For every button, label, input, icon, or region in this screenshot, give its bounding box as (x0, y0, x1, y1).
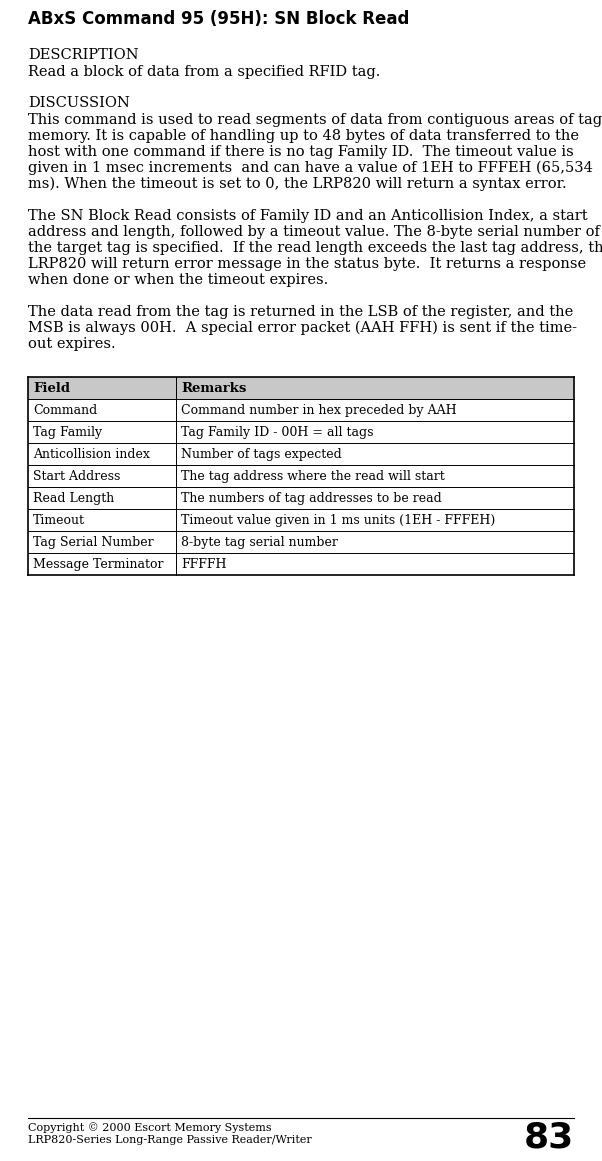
Text: LRP820 will return error message in the status byte.  It returns a response: LRP820 will return error message in the … (28, 257, 586, 271)
Text: 8-byte tag serial number: 8-byte tag serial number (181, 536, 338, 549)
Text: The numbers of tag addresses to be read: The numbers of tag addresses to be read (181, 492, 442, 505)
Text: The data read from the tag is returned in the LSB of the register, and the: The data read from the tag is returned i… (28, 305, 573, 319)
Text: Read Length: Read Length (33, 492, 114, 505)
Text: ms). When the timeout is set to 0, the LRP820 will return a syntax error.: ms). When the timeout is set to 0, the L… (28, 176, 566, 192)
Text: This command is used to read segments of data from contiguous areas of tag: This command is used to read segments of… (28, 113, 602, 127)
Text: Command: Command (33, 404, 98, 417)
Text: Tag Serial Number: Tag Serial Number (33, 536, 154, 549)
Bar (28, 377, 574, 399)
Text: ABxS Command 95 (95H): SN Block Read: ABxS Command 95 (95H): SN Block Read (28, 10, 409, 28)
Text: Start Address: Start Address (33, 470, 120, 483)
Text: Timeout value given in 1 ms units (1EH - FFFEH): Timeout value given in 1 ms units (1EH -… (181, 514, 495, 527)
Text: Command number in hex preceded by AAH: Command number in hex preceded by AAH (181, 404, 457, 417)
Text: Tag Family: Tag Family (33, 426, 102, 439)
Text: Copyright © 2000 Escort Memory Systems: Copyright © 2000 Escort Memory Systems (28, 1122, 272, 1133)
Text: The SN Block Read consists of Family ID and an Anticollision Index, a start: The SN Block Read consists of Family ID … (28, 209, 588, 223)
Text: DESCRIPTION: DESCRIPTION (28, 48, 138, 62)
Text: Read a block of data from a specified RFID tag.: Read a block of data from a specified RF… (28, 65, 380, 79)
Text: Timeout: Timeout (33, 514, 85, 527)
Text: Remarks: Remarks (181, 382, 246, 395)
Text: the target tag is specified.  If the read length exceeds the last tag address, t: the target tag is specified. If the read… (28, 241, 602, 255)
Text: Anticollision index: Anticollision index (33, 448, 150, 461)
Text: Tag Family ID - 00H = all tags: Tag Family ID - 00H = all tags (181, 426, 373, 439)
Text: given in 1 msec increments  and can have a value of 1EH to FFFEH (65,534: given in 1 msec increments and can have … (28, 161, 593, 175)
Text: LRP820-Series Long-Range Passive Reader/Writer: LRP820-Series Long-Range Passive Reader/… (28, 1135, 312, 1145)
Text: address and length, followed by a timeout value. The 8-byte serial number of: address and length, followed by a timeou… (28, 225, 600, 239)
Text: Message Terminator: Message Terminator (33, 558, 164, 571)
Text: The tag address where the read will start: The tag address where the read will star… (181, 470, 445, 483)
Text: memory. It is capable of handling up to 48 bytes of data transferred to the: memory. It is capable of handling up to … (28, 129, 579, 143)
Text: 83: 83 (524, 1120, 574, 1154)
Text: DISCUSSION: DISCUSSION (28, 96, 130, 110)
Text: Number of tags expected: Number of tags expected (181, 448, 342, 461)
Text: MSB is always 00H.  A special error packet (AAH FFH) is sent if the time-: MSB is always 00H. A special error packe… (28, 320, 577, 336)
Text: host with one command if there is no tag Family ID.  The timeout value is: host with one command if there is no tag… (28, 145, 574, 159)
Text: Field: Field (33, 382, 70, 395)
Text: FFFFH: FFFFH (181, 558, 226, 571)
Text: when done or when the timeout expires.: when done or when the timeout expires. (28, 273, 328, 287)
Text: out expires.: out expires. (28, 337, 116, 351)
